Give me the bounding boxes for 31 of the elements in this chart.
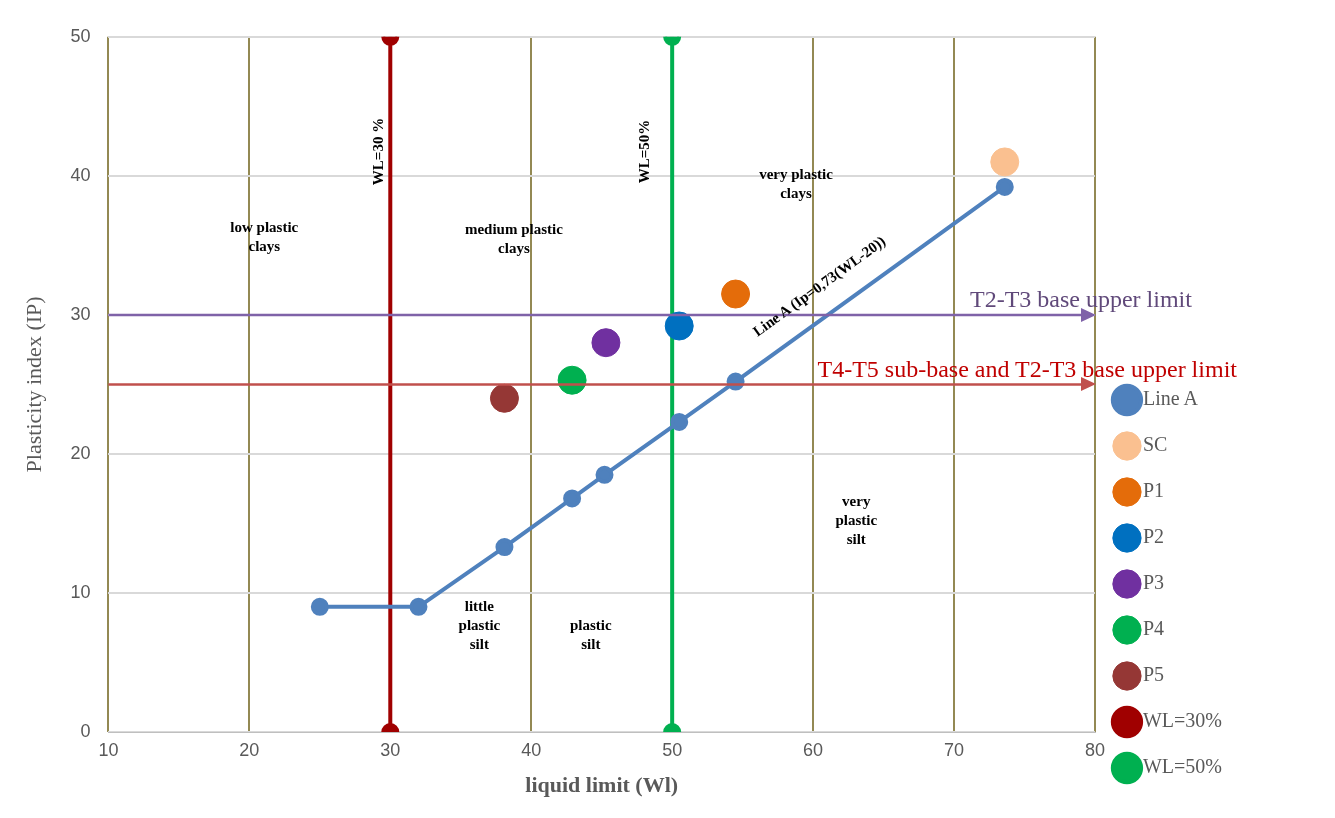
x-tick-label: 40 bbox=[521, 739, 542, 760]
y-axis-title: Plasticity index (IP) bbox=[20, 296, 46, 473]
legend-label: P4 bbox=[1142, 617, 1165, 640]
annotation: very plastic silt bbox=[835, 492, 878, 547]
y-tick-label: 0 bbox=[80, 720, 91, 741]
x-tick-label: 60 bbox=[803, 739, 824, 760]
x-tick-label: 30 bbox=[380, 739, 401, 760]
x-tick-label: 80 bbox=[1084, 739, 1105, 760]
y-tick-label: 10 bbox=[70, 581, 91, 602]
annotation: WL=50% bbox=[635, 119, 652, 184]
y-tick-label: 50 bbox=[70, 25, 91, 46]
x-tick-label: 50 bbox=[662, 739, 683, 760]
y-tick-label: 30 bbox=[70, 303, 91, 324]
x-tick-label: 20 bbox=[239, 739, 260, 760]
legend-label: Line A bbox=[1142, 387, 1199, 410]
annotation: WL=30 % bbox=[369, 117, 386, 186]
x-tick-label: 10 bbox=[98, 739, 119, 760]
legend-label: P5 bbox=[1142, 663, 1165, 686]
y-tick-label: 20 bbox=[70, 442, 91, 463]
y-tick-label: 40 bbox=[70, 164, 91, 185]
x-axis-title: liquid limit (Wl) bbox=[525, 772, 679, 798]
legend-label: P3 bbox=[1142, 571, 1165, 594]
annotation: plastic silt bbox=[570, 617, 613, 653]
legend-label: WL=50% bbox=[1142, 755, 1223, 778]
legend-label: P2 bbox=[1142, 525, 1165, 548]
legend-label: SC bbox=[1142, 433, 1168, 456]
legend-label: WL=30% bbox=[1142, 709, 1223, 732]
annotation: little plastic silt bbox=[458, 598, 501, 653]
x-tick-label: 70 bbox=[944, 739, 965, 760]
legend-label: P1 bbox=[1142, 479, 1165, 502]
annotation: very plastic clays bbox=[759, 166, 834, 202]
